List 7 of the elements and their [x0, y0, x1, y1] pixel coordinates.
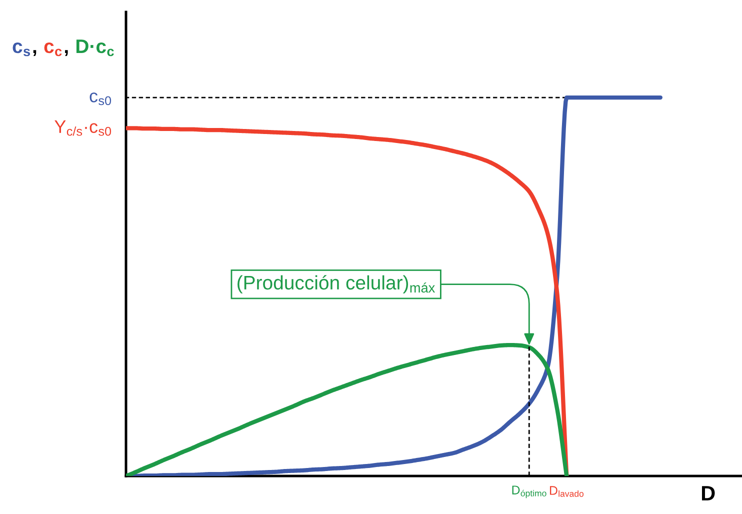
x-tick-label: D$_{lavado}$: [550, 486, 584, 497]
annotation: (Producción celular)$_{máx}$: [238, 275, 435, 294]
x-tick-label: D$_{óptimo}$: [512, 486, 546, 498]
text: Y$_{c/s}$·c$_{s0}$: [54, 120, 112, 136]
x-axis-title: D: [702, 486, 715, 500]
ref-line-label: c$_{s0}$: [90, 92, 112, 106]
y-axis-title: c$_{s}$, c$_{c}$, D·c$_{c}$: [12, 40, 114, 56]
